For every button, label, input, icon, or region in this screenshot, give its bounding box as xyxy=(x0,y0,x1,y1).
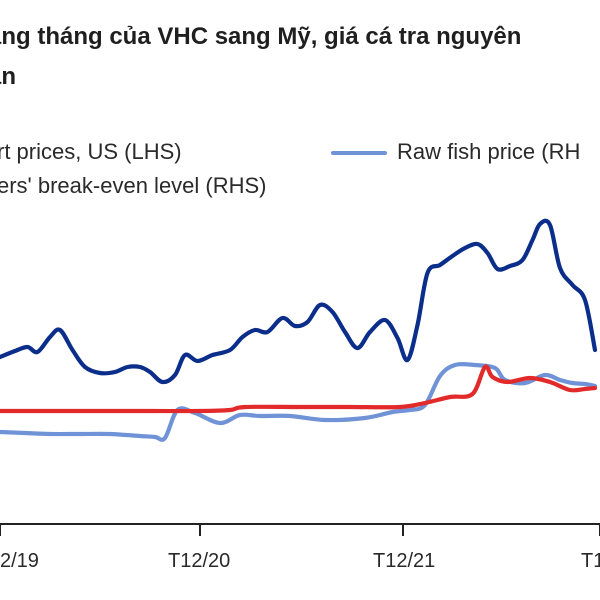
x-tick-label-3: T12/21 xyxy=(373,550,436,572)
chart-title-line-2: ân xyxy=(0,63,17,90)
chart-title: àng tháng của VHC sang Mỹ, giá cá tra ng… xyxy=(0,17,600,97)
line-series xyxy=(0,218,598,442)
x-tick-label-4: T1 xyxy=(581,550,600,572)
x-axis-ticks xyxy=(0,524,600,536)
series-line-break-even-level xyxy=(0,364,598,414)
legend-label-raw-fish-price: Raw fish price (RH xyxy=(397,139,581,164)
chart-title-line-1: àng tháng của VHC sang Mỹ, giá cá tra ng… xyxy=(0,23,522,50)
series-line-raw-fish-price xyxy=(0,361,598,442)
x-tick-label-1: 2/19 xyxy=(0,550,39,572)
series-line-export-prices xyxy=(0,218,598,385)
legend-line-raw-fish-price xyxy=(331,151,387,155)
legend-label-break-even-level: ers' break-even level (RHS) xyxy=(0,173,267,198)
legend-label-export-prices: rt prices, US (LHS) xyxy=(0,139,182,164)
x-tick-label-2: T12/20 xyxy=(168,550,231,572)
